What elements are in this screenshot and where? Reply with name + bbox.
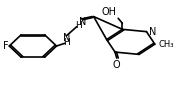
Text: OH: OH xyxy=(102,7,117,17)
Text: N: N xyxy=(149,27,156,37)
Text: CH₃: CH₃ xyxy=(159,40,174,49)
Text: H: H xyxy=(63,38,70,47)
Text: O: O xyxy=(113,60,121,70)
Text: N: N xyxy=(79,17,86,27)
Text: H: H xyxy=(75,21,82,30)
Text: N: N xyxy=(63,33,70,43)
Text: F: F xyxy=(3,41,8,51)
